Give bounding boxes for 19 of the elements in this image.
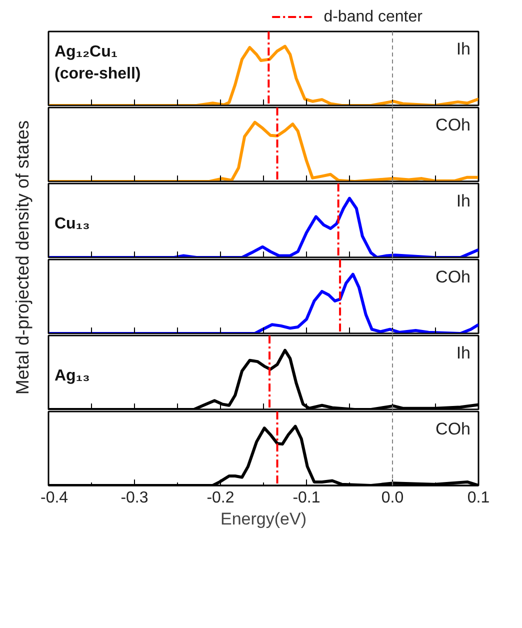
- x-axis-title: Energy(eV): [220, 510, 306, 528]
- x-tick-label: -0.4: [40, 490, 68, 506]
- annotation: (core-shell): [54, 66, 141, 83]
- y-axis-title: Metal d-projected density of states: [12, 120, 32, 395]
- annotation: Ih: [456, 192, 471, 210]
- annotation: COh: [436, 420, 471, 438]
- annotation: Ag₁₂Cu₁: [54, 44, 118, 61]
- x-tick-label: 0.0: [381, 490, 404, 506]
- annotation: COh: [436, 268, 471, 286]
- annotation: Cu₁₃: [54, 216, 90, 233]
- legend-label: d-band center: [324, 8, 424, 26]
- x-tick-label: -0.1: [292, 490, 320, 506]
- annotation: Ag₁₃: [54, 368, 90, 385]
- annotation: COh: [436, 116, 471, 134]
- annotation: Ih: [456, 344, 471, 362]
- x-tick-label: -0.2: [206, 490, 234, 506]
- x-tick-label: 0.1: [467, 490, 490, 506]
- x-tick-label: -0.3: [120, 490, 148, 506]
- annotation: Ih: [456, 40, 471, 58]
